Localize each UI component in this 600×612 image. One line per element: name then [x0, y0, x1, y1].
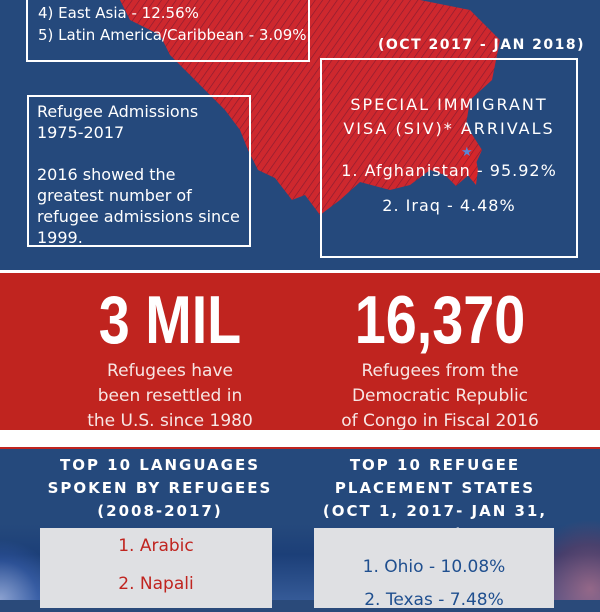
stat-caption: Democratic Republic	[351, 386, 529, 406]
state-item: 2. Texas - 7.48%	[364, 590, 504, 610]
state-item: 1. Ohio - 10.08%	[362, 557, 506, 577]
admissions-text: greatest number of	[37, 186, 192, 205]
origins-box: 4) East Asia - 12.56% 5) Latin America/C…	[26, 0, 310, 62]
siv-title: VISA (SIV)* ARRIVALS	[343, 119, 555, 138]
admissions-title: Refugee Admissions	[37, 102, 199, 121]
languages-heading-line: SPOKEN BY REFUGEES	[47, 479, 273, 497]
florida-shape	[456, 148, 478, 185]
admissions-box: Refugee Admissions 1975-2017 2016 showed…	[27, 95, 251, 247]
stats-band: 3 MIL Refugees have been resettled in th…	[0, 270, 600, 433]
red-divider	[0, 447, 600, 449]
languages-panel: 1. Arabic 2. Napali	[40, 528, 272, 608]
stat-number: 3 MIL	[98, 282, 242, 358]
stat-caption: Refugees from the	[361, 361, 519, 381]
origins-line: 4) East Asia - 12.56%	[38, 4, 199, 22]
usa-map-graphic: ★	[120, 0, 500, 215]
languages-heading-line: (2008-2017)	[97, 502, 223, 520]
languages-heading-line: TOP 10 LANGUAGES	[59, 456, 261, 474]
siv-box: SPECIAL IMMIGRANT VISA (SIV)* ARRIVALS 1…	[320, 58, 578, 258]
stat-congo: 16,370 Refugees from the Democratic Repu…	[320, 285, 560, 434]
admissions-title: 1975-2017	[37, 123, 125, 142]
states-heading-line: PLACEMENT STATES	[334, 479, 536, 497]
states-heading-line: TOP 10 REFUGEE	[349, 456, 521, 474]
states-panel: 1. Ohio - 10.08% 2. Texas - 7.48%	[314, 528, 554, 610]
origins-line: 5) Latin America/Caribbean - 3.09%	[38, 26, 307, 44]
star-icon: ★	[461, 145, 473, 160]
siv-item: 1. Afghanistan - 95.92%	[341, 161, 557, 180]
stat-caption: the U.S. since 1980	[87, 411, 253, 431]
white-divider	[0, 433, 600, 447]
stat-caption: Refugees have	[107, 361, 233, 381]
admissions-text: 2016 showed the	[37, 165, 176, 184]
usa-map-shape	[120, 0, 500, 215]
siv-title: SPECIAL IMMIGRANT	[350, 95, 548, 114]
stat-caption: of Congo in Fiscal 2016	[341, 411, 539, 431]
siv-item: 2. Iraq - 4.48%	[382, 196, 516, 215]
top-section: ★ 4) East Asia - 12.56% 5) Latin America…	[0, 0, 600, 270]
languages-heading: TOP 10 LANGUAGES SPOKEN BY REFUGEES (200…	[30, 454, 290, 523]
date-range-label: (OCT 2017 - JAN 2018)	[378, 37, 586, 53]
admissions-text: refugee admissions since	[37, 207, 240, 226]
stat-number: 16,370	[354, 282, 526, 358]
stat-caption: been resettled in	[97, 386, 243, 406]
language-item: 1. Arabic	[118, 536, 194, 556]
admissions-text: 1999.	[37, 228, 83, 247]
language-item: 2. Napali	[118, 574, 194, 594]
stat-resettled: 3 MIL Refugees have been resettled in th…	[70, 285, 270, 434]
